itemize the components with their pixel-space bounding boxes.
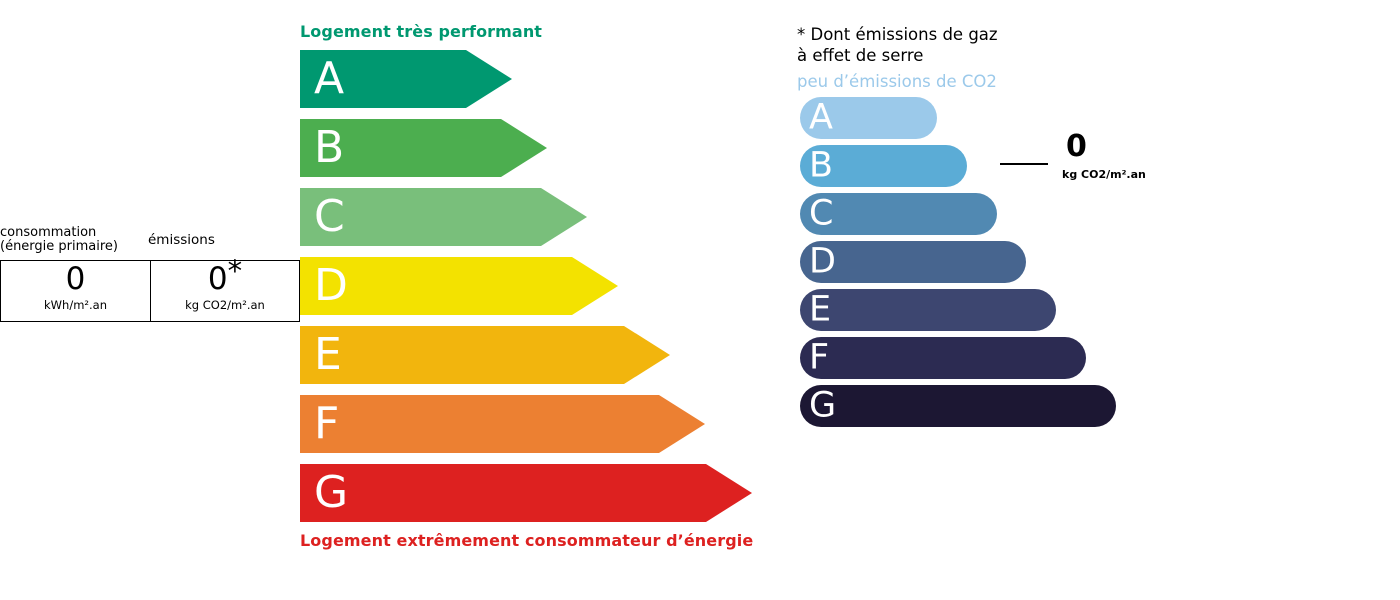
- emissions-label: émissions: [148, 232, 215, 248]
- energy-arrow-shape-g: [300, 464, 752, 522]
- co2-class-letter-e: E: [809, 289, 832, 330]
- co2-result-unit: kg CO2/m².an: [1062, 168, 1146, 181]
- emissions-value-cell: 0* kg CO2/m².an: [150, 256, 299, 321]
- co2-class-letter-c: C: [809, 193, 834, 234]
- ges-note-line1: * Dont émissions de gaz: [797, 25, 998, 44]
- energy-class-b: B: [300, 119, 547, 177]
- co2-class-e: E: [800, 289, 1056, 331]
- emissions-value-number: 0: [207, 261, 228, 297]
- co2-result-value: 0: [1066, 129, 1087, 164]
- energy-arrow-shape-e: [300, 326, 670, 384]
- energy-arrow-shape-d: [300, 257, 618, 315]
- co2-class-g: G: [800, 385, 1116, 427]
- energy-arrow-shape-f: [300, 395, 705, 453]
- co2-class-f: F: [800, 337, 1086, 379]
- energy-class-e: E: [300, 326, 670, 384]
- consumption-value-cell: 0 kWh/m².an: [1, 261, 150, 321]
- energy-arrow-shape-b: [300, 119, 547, 177]
- energy-arrow-shape-c: [300, 188, 587, 246]
- summary-boxes: 0 kWh/m².an 0* kg CO2/m².an: [0, 256, 300, 322]
- consumption-unit: kWh/m².an: [44, 298, 107, 312]
- co2-class-letter-g: G: [809, 385, 837, 426]
- co2-class-letter-f: F: [809, 337, 830, 378]
- energy-class-c: C: [300, 188, 587, 246]
- co2-class-b: B: [800, 145, 967, 187]
- co2-class-letter-d: D: [809, 241, 836, 282]
- emissions-unit: kg CO2/m².an: [185, 298, 265, 312]
- emissions-asterisk: *: [227, 253, 243, 288]
- energy-class-a: A: [300, 50, 512, 108]
- energy-scale-bottom-caption: Logement extrêmement consommateur d’éner…: [300, 531, 754, 550]
- consumption-value: 0: [65, 261, 86, 297]
- emissions-value: 0*: [207, 256, 242, 297]
- energy-class-f: F: [300, 395, 705, 453]
- energy-scale-top-caption: Logement très performant: [300, 22, 543, 41]
- co2-class-letter-b: B: [809, 145, 834, 186]
- consumption-label-line1: consommation: [0, 225, 97, 240]
- ges-note: * Dont émissions de gaz à effet de serre: [797, 24, 998, 66]
- energy-class-g: G: [300, 464, 752, 522]
- energy-class-d: D: [300, 257, 618, 315]
- consumption-label: consommation (énergie primaire): [0, 226, 150, 253]
- co2-class-letter-a: A: [809, 97, 833, 138]
- co2-low-caption: peu d’émissions de CO2: [797, 72, 997, 91]
- energy-arrow-shape-a: [300, 50, 512, 108]
- ges-note-line2: à effet de serre: [797, 46, 924, 65]
- co2-result: 0 kg CO2/m².an: [1000, 130, 1180, 200]
- co2-class-c: C: [800, 193, 997, 235]
- consumption-label-line2: (énergie primaire): [0, 238, 118, 254]
- co2-class-d: D: [800, 241, 1026, 283]
- co2-result-rule: [1000, 163, 1048, 165]
- co2-class-a: A: [800, 97, 937, 139]
